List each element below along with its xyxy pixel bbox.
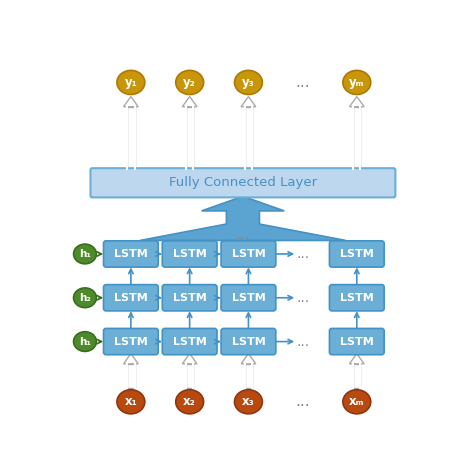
Ellipse shape (73, 288, 96, 308)
Text: y₃: y₃ (242, 76, 255, 89)
Text: ...: ... (295, 394, 310, 409)
Ellipse shape (235, 390, 263, 414)
Polygon shape (349, 97, 364, 107)
Bar (353, 107, 360, 169)
Text: LSTM: LSTM (173, 337, 207, 346)
Polygon shape (140, 196, 346, 240)
Ellipse shape (117, 70, 145, 94)
Text: LSTM: LSTM (173, 293, 207, 303)
Polygon shape (124, 97, 138, 107)
Text: h₁: h₁ (79, 249, 91, 259)
FancyBboxPatch shape (103, 328, 158, 355)
FancyBboxPatch shape (221, 284, 276, 311)
FancyBboxPatch shape (103, 241, 158, 267)
Ellipse shape (343, 390, 371, 414)
FancyBboxPatch shape (162, 328, 217, 355)
Bar (245, 107, 252, 169)
Bar (186, 364, 193, 388)
Ellipse shape (176, 390, 204, 414)
FancyBboxPatch shape (329, 241, 384, 267)
FancyBboxPatch shape (162, 284, 217, 311)
Text: x₂: x₂ (183, 395, 196, 408)
Text: xₘ: xₘ (349, 395, 365, 408)
Text: y₁: y₁ (125, 76, 137, 89)
Bar (353, 364, 360, 388)
Text: ...: ... (296, 335, 309, 348)
Polygon shape (241, 354, 256, 364)
Text: LSTM: LSTM (340, 337, 374, 346)
FancyBboxPatch shape (329, 328, 384, 355)
Text: h₂: h₂ (79, 293, 91, 303)
Polygon shape (349, 354, 364, 364)
Text: LSTM: LSTM (340, 249, 374, 259)
FancyBboxPatch shape (91, 168, 395, 197)
Text: LSTM: LSTM (173, 249, 207, 259)
FancyBboxPatch shape (221, 241, 276, 267)
Ellipse shape (343, 70, 371, 94)
FancyBboxPatch shape (162, 241, 217, 267)
FancyBboxPatch shape (221, 328, 276, 355)
Text: LSTM: LSTM (232, 293, 265, 303)
Ellipse shape (73, 332, 96, 351)
Polygon shape (182, 354, 197, 364)
FancyBboxPatch shape (103, 284, 158, 311)
Text: yₘ: yₘ (349, 76, 365, 89)
Text: ...: ... (296, 291, 309, 305)
Text: LSTM: LSTM (114, 293, 148, 303)
Text: Fully Connected Layer: Fully Connected Layer (169, 176, 317, 189)
Text: x₁: x₁ (125, 395, 137, 408)
Text: h₁: h₁ (79, 337, 91, 346)
Bar (127, 364, 135, 388)
FancyBboxPatch shape (329, 284, 384, 311)
Bar (186, 107, 193, 169)
Bar (127, 107, 135, 169)
Text: LSTM: LSTM (340, 293, 374, 303)
Bar (245, 364, 252, 388)
Text: ...: ... (296, 247, 309, 261)
Ellipse shape (235, 70, 263, 94)
Ellipse shape (117, 390, 145, 414)
Text: ...: ... (295, 75, 310, 90)
Text: y₂: y₂ (183, 76, 196, 89)
Text: LSTM: LSTM (114, 249, 148, 259)
Text: LSTM: LSTM (232, 337, 265, 346)
Text: LSTM: LSTM (232, 249, 265, 259)
Ellipse shape (176, 70, 204, 94)
Polygon shape (241, 97, 256, 107)
Text: ...: ... (236, 228, 250, 243)
Ellipse shape (73, 244, 96, 264)
Polygon shape (124, 354, 138, 364)
Polygon shape (182, 97, 197, 107)
Text: LSTM: LSTM (114, 337, 148, 346)
Text: x₃: x₃ (242, 395, 255, 408)
